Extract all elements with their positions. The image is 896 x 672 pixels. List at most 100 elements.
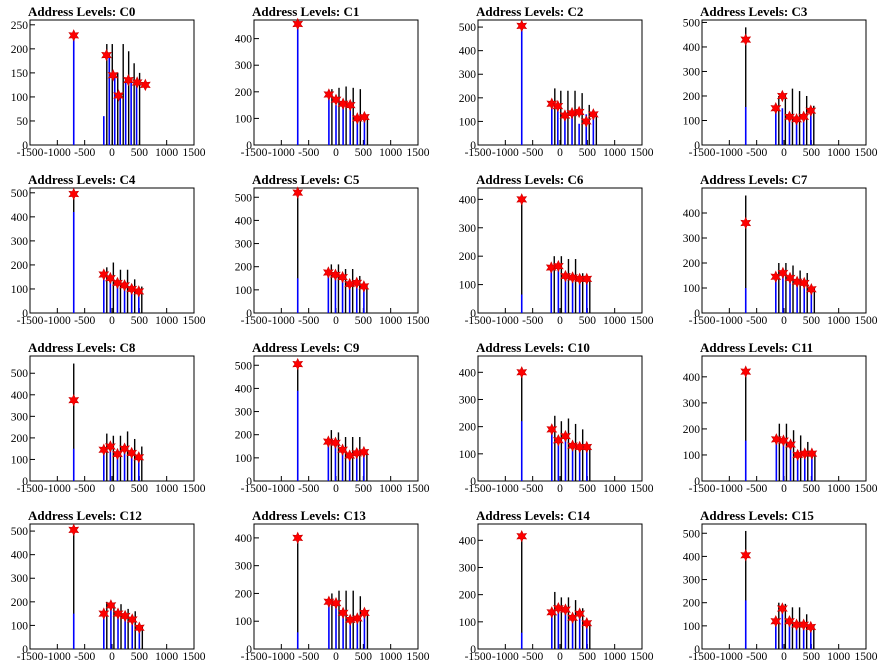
x-tick-label: 0 xyxy=(557,483,563,495)
x-tick-label: 1500 xyxy=(407,651,430,663)
peak-marker xyxy=(776,89,788,103)
y-tick-label: 200 xyxy=(459,93,477,105)
x-tick-label: -500 xyxy=(746,315,767,327)
y-tick-label: 500 xyxy=(11,188,29,200)
x-tick-label: -500 xyxy=(746,147,767,159)
plot-frame xyxy=(701,19,867,146)
peak-marker xyxy=(567,271,578,284)
x-tick-label: 0 xyxy=(557,651,563,663)
y-tick-label: 400 xyxy=(11,390,29,402)
y-tick-label: 300 xyxy=(235,60,253,72)
peak-marker xyxy=(581,440,593,454)
y-tick-label: 0 xyxy=(470,476,476,488)
x-tick-label: 500 xyxy=(803,315,821,327)
y-tick-label: 100 xyxy=(11,284,29,296)
histogram-panel: Address Levels: C1 0 100 200 300 400 -1500 -100… xyxy=(224,0,448,168)
peak-marker xyxy=(104,440,116,453)
y-tick-label: 300 xyxy=(235,407,253,419)
y-tick-label: 300 xyxy=(459,223,477,235)
y-tick-label: 300 xyxy=(683,66,701,78)
x-tick-label: -1500 xyxy=(17,651,44,663)
x-tick-label: -1000 xyxy=(492,315,519,327)
histogram-panel: Address Levels: C11 0 100 200 300 400 -1500 -10… xyxy=(672,336,896,504)
peak-marker xyxy=(552,99,564,113)
peak-marker xyxy=(139,78,151,92)
histogram-panel: Address Levels: C7 0 100 200 300 400 -1500 -100… xyxy=(672,168,896,336)
y-tick-label: 300 xyxy=(683,575,701,587)
x-tick-label: 500 xyxy=(131,147,149,159)
peak-marker xyxy=(337,97,349,111)
x-tick-label: -1000 xyxy=(492,483,519,495)
x-tick-label: -1500 xyxy=(241,483,268,495)
x-tick-label: -1500 xyxy=(465,315,492,327)
y-tick-label: 200 xyxy=(235,588,253,600)
x-tick-label: -1000 xyxy=(268,483,295,495)
peak-marker xyxy=(322,435,334,448)
peak-marker xyxy=(740,365,752,378)
peak-marker xyxy=(107,69,119,82)
y-tick-label: 500 xyxy=(11,526,29,538)
y-tick-label: 0 xyxy=(470,308,476,320)
y-tick-label: 400 xyxy=(459,367,477,379)
x-tick-label: -1500 xyxy=(689,651,716,663)
plot-frame xyxy=(701,187,867,314)
y-tick-label: 100 xyxy=(459,280,477,292)
histogram-panel: Address Levels: C14 0 100 200 300 400 -1500 -10… xyxy=(448,504,672,672)
peak-marker xyxy=(770,102,782,115)
y-tick-label: 200 xyxy=(235,87,253,99)
plot-frame xyxy=(701,523,867,650)
x-tick-label: -500 xyxy=(74,651,95,663)
x-tick-label: 1500 xyxy=(407,483,430,495)
x-tick-label: 1500 xyxy=(631,651,654,663)
y-tick-label: 0 xyxy=(22,476,28,488)
x-tick-label: 1500 xyxy=(183,315,206,327)
x-tick-label: -1500 xyxy=(241,315,268,327)
y-tick-label: 200 xyxy=(11,260,29,272)
peak-marker xyxy=(323,88,335,101)
peak-marker xyxy=(740,33,752,46)
x-tick-label: -1500 xyxy=(465,147,492,159)
x-tick-label: 1000 xyxy=(603,315,626,327)
peak-marker xyxy=(740,216,752,230)
x-tick-label: 500 xyxy=(579,483,597,495)
peak-marker xyxy=(567,439,578,452)
x-tick-label: -1500 xyxy=(17,147,44,159)
peak-marker xyxy=(516,366,528,379)
peak-marker xyxy=(112,276,123,290)
x-tick-label: 1500 xyxy=(631,483,654,495)
x-tick-label: 500 xyxy=(803,147,821,159)
x-tick-label: -1000 xyxy=(268,147,295,159)
peak-marker xyxy=(119,442,130,455)
y-tick-label: 500 xyxy=(683,528,701,540)
peak-marker xyxy=(587,108,599,121)
panel-title: Address Levels: C0 xyxy=(28,4,136,19)
panel-title: Address Levels: C15 xyxy=(700,508,814,523)
x-tick-label: 500 xyxy=(131,483,149,495)
y-tick-label: 400 xyxy=(459,194,477,206)
x-tick-label: 0 xyxy=(109,651,115,663)
y-tick-label: 100 xyxy=(235,616,253,628)
x-tick-label: 1000 xyxy=(379,315,402,327)
x-tick-label: -1000 xyxy=(44,651,71,663)
y-tick-label: 300 xyxy=(459,394,477,406)
peak-marker xyxy=(358,445,370,459)
peak-marker xyxy=(68,29,80,42)
peak-marker xyxy=(330,436,341,450)
plot-frame xyxy=(477,19,643,146)
y-tick-label: 100 xyxy=(11,620,29,632)
peak-marker xyxy=(104,271,116,285)
x-tick-label: 500 xyxy=(131,651,149,663)
y-tick-label: 100 xyxy=(459,449,477,461)
panel-title: Address Levels: C3 xyxy=(700,4,808,19)
peak-marker xyxy=(330,268,341,282)
y-tick-label: 100 xyxy=(235,113,253,125)
peak-marker xyxy=(784,614,795,628)
y-tick-label: 400 xyxy=(683,372,701,384)
y-tick-label: 500 xyxy=(683,17,701,29)
x-tick-label: 1000 xyxy=(827,651,850,663)
panel-title: Address Levels: C12 xyxy=(28,508,142,523)
y-tick-label: 200 xyxy=(11,433,29,445)
x-tick-label: 1500 xyxy=(407,315,430,327)
x-tick-label: 1500 xyxy=(855,483,878,495)
